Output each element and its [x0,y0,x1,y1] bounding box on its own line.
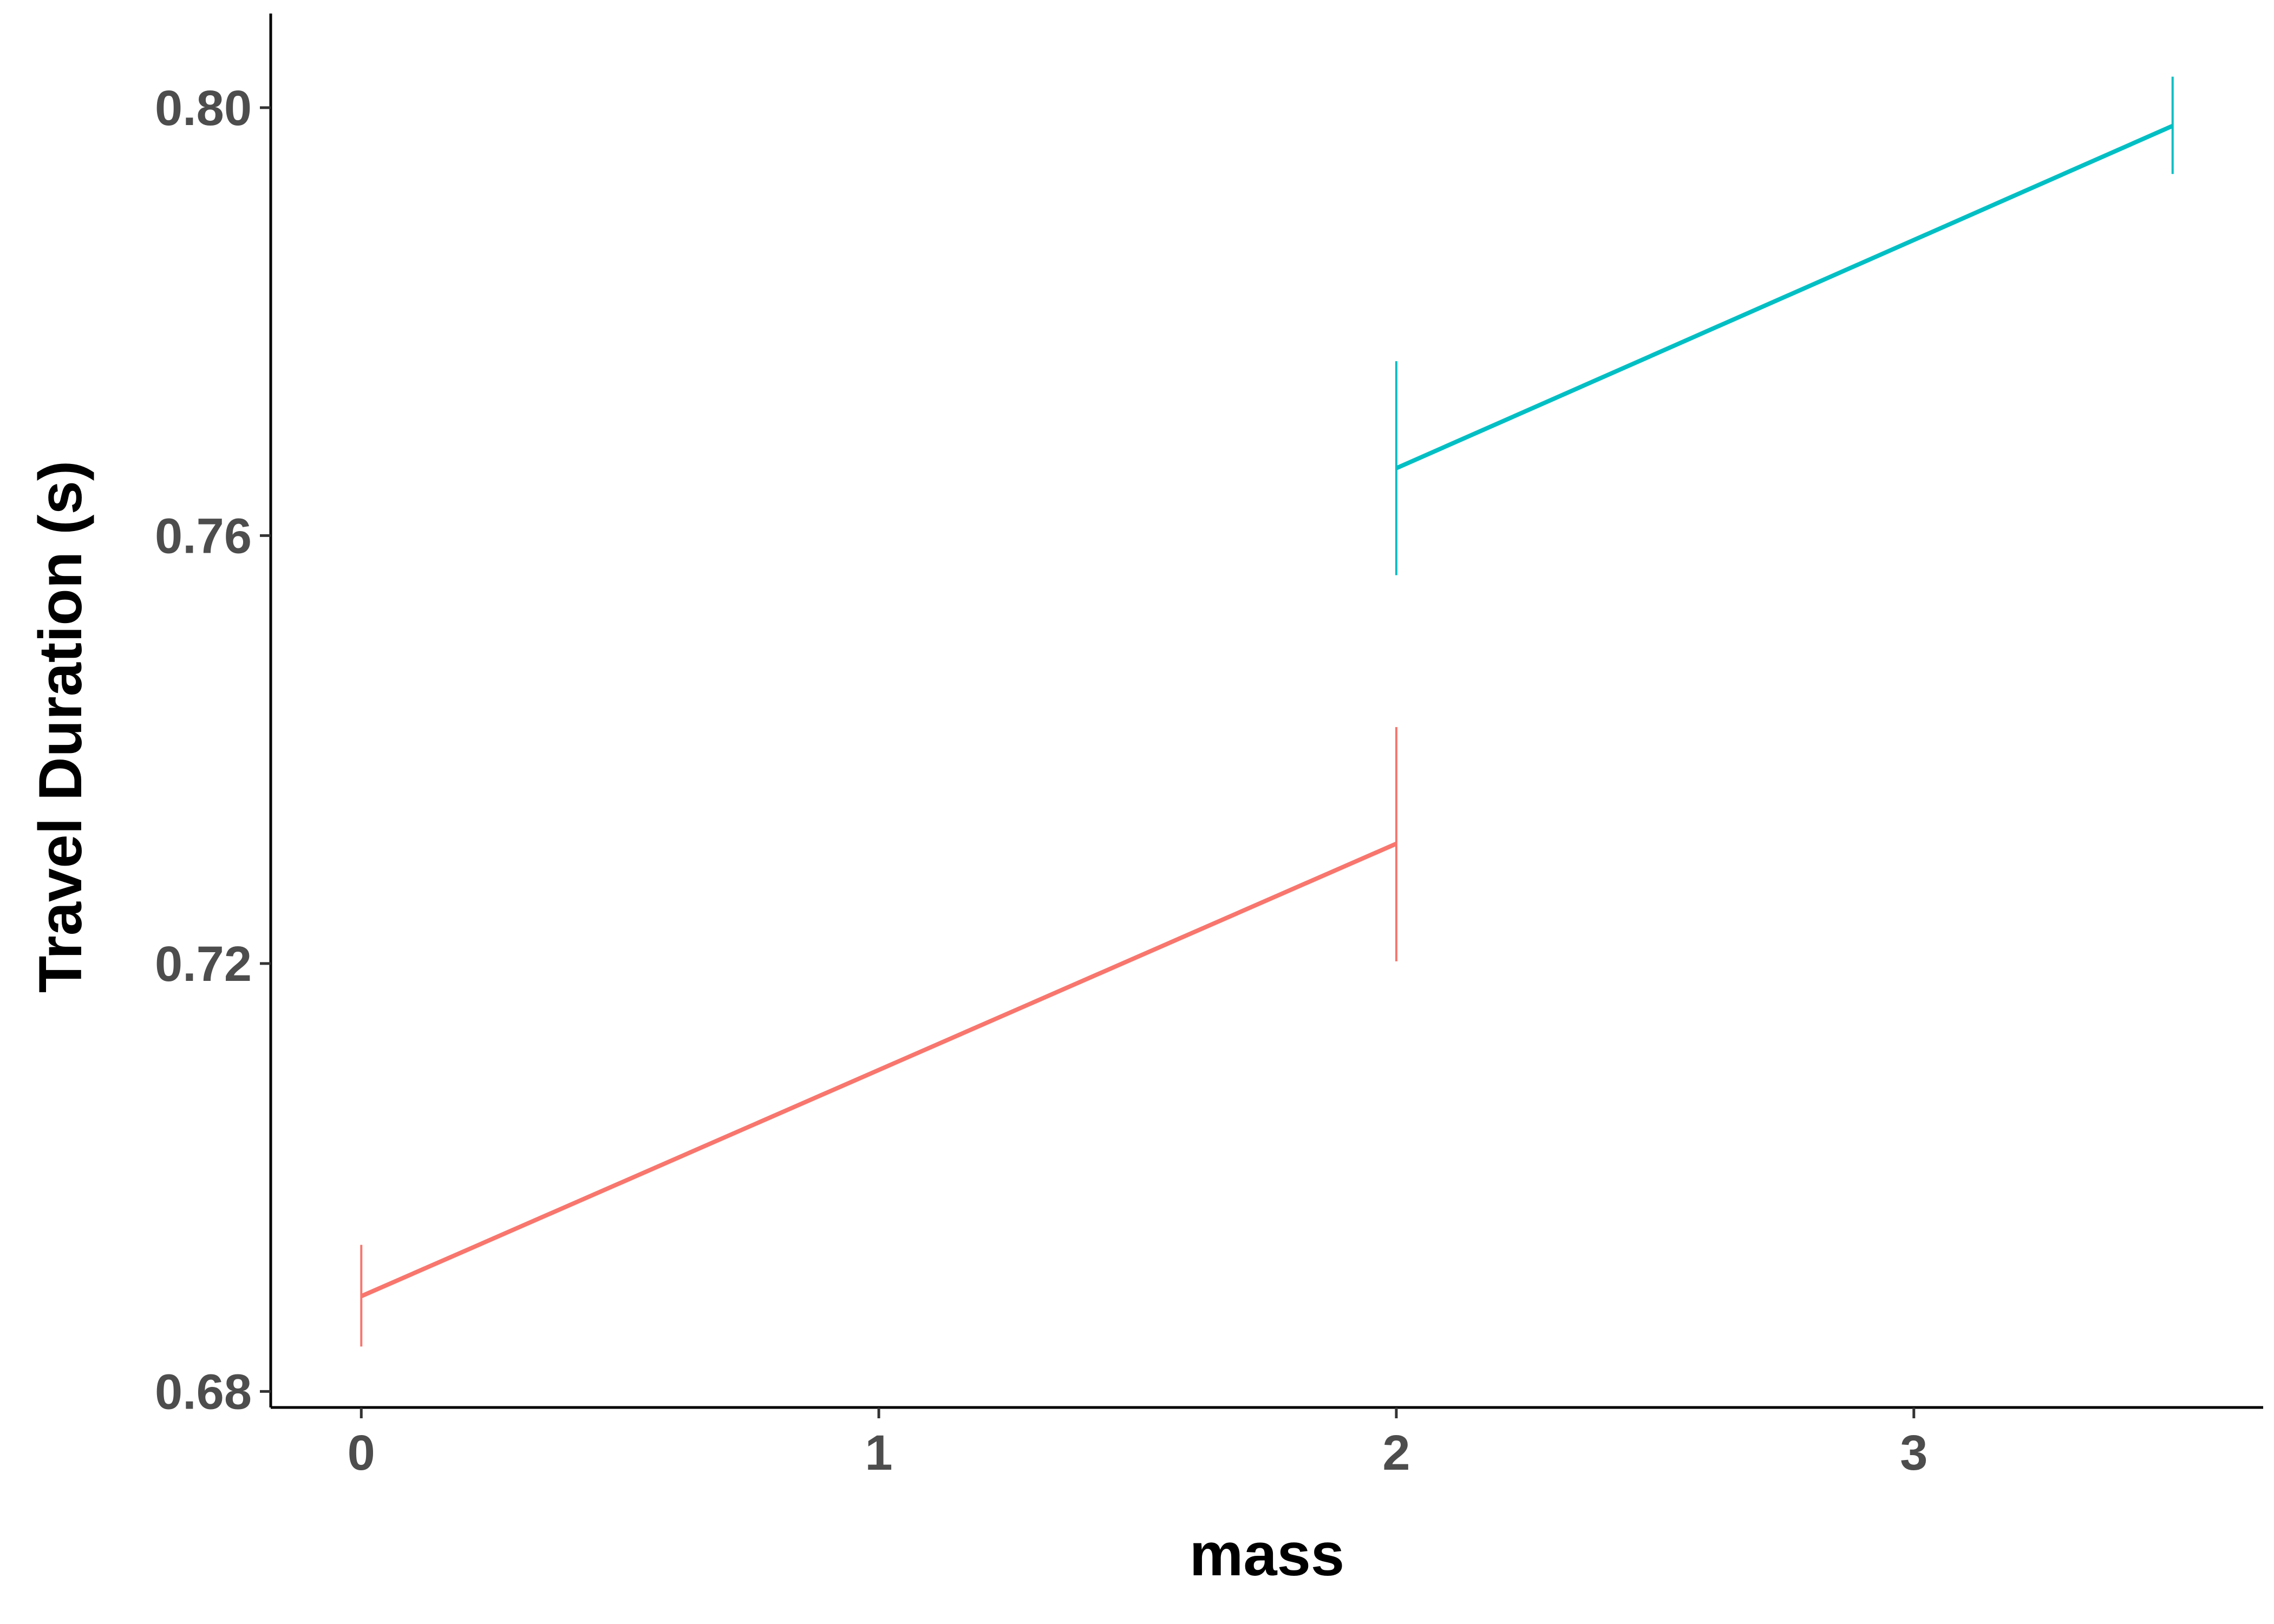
x-tick-label: 1 [865,1425,893,1481]
y-tick-label: 0.72 [155,937,252,992]
series-1-line [360,841,1397,1299]
series-2-line [1395,123,2174,470]
x-tick-label: 0 [348,1425,375,1481]
x-axis-ticks: 0 1 2 3 [348,1407,1927,1481]
y-tick-label: 0.76 [155,508,252,564]
plot-series [360,76,2174,1347]
x-tick-label: 3 [1900,1425,1927,1481]
y-axis-title: Travel Duration (s) [27,461,94,993]
y-axis-ticks: 0.68 0.72 0.76 0.80 [155,81,271,1419]
x-tick-label: 2 [1382,1425,1410,1481]
x-axis-title: mass [1190,1521,1344,1588]
y-tick-label: 0.68 [155,1364,252,1419]
y-tick-label: 0.80 [155,81,252,136]
